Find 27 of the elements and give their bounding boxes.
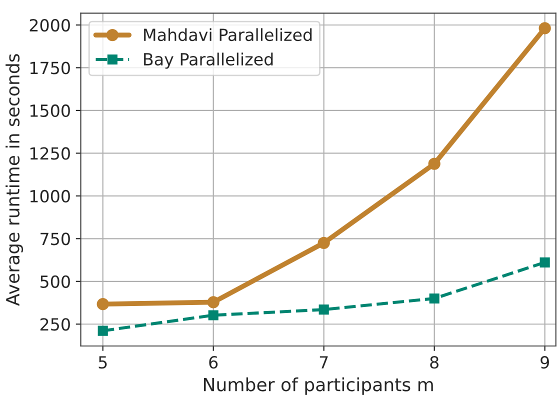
point	[207, 296, 220, 308]
point	[208, 310, 218, 320]
x-tick-label: 8	[430, 356, 439, 369]
legend-label: Bay Parallelized	[144, 52, 273, 69]
legend-label: Mahdavi Parallelized	[144, 28, 312, 42]
y-tick-label: 750	[40, 232, 70, 246]
x-tick-label: 7	[320, 356, 328, 368]
y-tick-label: 2000	[30, 18, 70, 32]
point	[318, 304, 329, 315]
y-tick-label: 1500	[30, 104, 70, 118]
point	[96, 298, 109, 310]
point	[428, 158, 440, 170]
x-tick-label: 9	[540, 356, 549, 369]
y-tick-label: 250	[40, 318, 70, 331]
x-axis-title: Number of participants m	[204, 377, 433, 395]
point	[538, 22, 551, 34]
y-tick-label: 1000	[30, 190, 70, 202]
point	[540, 257, 550, 268]
y-axis-title: Average runtime in seconds	[6, 54, 24, 306]
point	[98, 326, 108, 336]
y-tick-label: 500	[40, 275, 70, 288]
point	[429, 293, 440, 304]
y-tick-label: 1250	[30, 147, 70, 160]
x-tick-label: 5	[98, 356, 107, 369]
point	[318, 236, 330, 250]
x-tick-label: 6	[209, 356, 218, 369]
y-tick-label: 1750	[30, 62, 70, 74]
